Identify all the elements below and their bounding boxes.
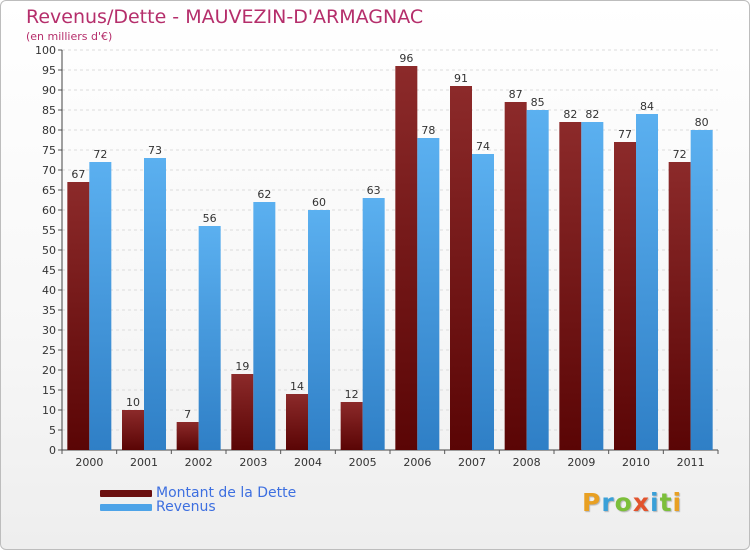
data-label: 72 — [673, 148, 687, 161]
bar-revenus — [89, 162, 112, 450]
data-label: 63 — [367, 184, 381, 197]
x-tick-label: 2001 — [130, 456, 158, 469]
legend-label-revenus: Revenus — [156, 499, 216, 515]
logo-letter: o — [614, 488, 633, 517]
y-tick-label: 45 — [42, 264, 56, 277]
bar-dette — [286, 394, 308, 450]
x-tick-label: 2008 — [513, 456, 541, 469]
legend-swatch-revenus — [100, 503, 152, 511]
data-label: 72 — [93, 148, 107, 161]
logo-letter: P — [582, 488, 602, 517]
bar-revenus — [362, 198, 385, 450]
y-tick-label: 15 — [42, 384, 56, 397]
x-tick-label: 2006 — [403, 456, 431, 469]
data-label: 77 — [618, 128, 632, 141]
data-label: 87 — [509, 88, 523, 101]
bar-dette — [176, 422, 199, 450]
bar-dette — [559, 122, 582, 450]
legend-label-dette: Montant de la Dette — [156, 485, 297, 501]
bar-dette — [450, 86, 472, 450]
y-tick-label: 35 — [42, 304, 56, 317]
logo-letter: t — [659, 488, 673, 517]
data-label: 74 — [476, 140, 490, 153]
data-label: 10 — [126, 396, 140, 409]
logo-letter: i — [672, 488, 683, 517]
legend-item-revenus[interactable]: Revenus — [100, 499, 296, 515]
x-tick-label: 2000 — [75, 456, 103, 469]
x-tick-label: 2004 — [294, 456, 322, 469]
data-label: 80 — [695, 116, 709, 129]
data-label: 62 — [257, 188, 271, 201]
y-tick-label: 70 — [42, 164, 56, 177]
bar-revenus — [581, 122, 604, 450]
y-tick-label: 0 — [49, 444, 56, 457]
x-tick-label: 2005 — [349, 456, 377, 469]
logo-letter: i — [650, 488, 660, 517]
y-tick-label: 25 — [42, 344, 56, 357]
y-tick-label: 95 — [42, 64, 56, 77]
data-label: 82 — [563, 108, 577, 121]
bar-revenus — [636, 114, 658, 450]
x-tick-label: 2010 — [622, 456, 650, 469]
logo-letter: x — [632, 488, 650, 517]
logo-letter: r — [601, 488, 615, 517]
y-tick-label: 20 — [42, 364, 56, 377]
data-label: 78 — [421, 124, 435, 137]
y-tick-label: 55 — [42, 224, 56, 237]
chart-legend: Montant de la Dette Revenus — [100, 485, 297, 515]
data-label: 85 — [531, 96, 545, 109]
bar-revenus — [198, 226, 221, 450]
proxiti-logo: Proxiti — [582, 488, 682, 517]
data-label: 60 — [312, 196, 326, 209]
bar-dette — [67, 182, 90, 450]
legend-swatch-dette — [100, 489, 152, 497]
bar-revenus — [472, 154, 494, 450]
data-label: 82 — [585, 108, 599, 121]
bar-dette — [668, 162, 691, 450]
bar-dette — [504, 102, 527, 450]
bar-revenus — [308, 210, 330, 450]
data-label: 7 — [184, 408, 191, 421]
y-tick-label: 5 — [49, 424, 56, 437]
data-label: 73 — [148, 144, 162, 157]
y-tick-label: 40 — [42, 284, 56, 297]
x-tick-label: 2009 — [567, 456, 595, 469]
bar-revenus — [253, 202, 276, 450]
data-label: 56 — [203, 212, 217, 225]
data-label: 12 — [345, 388, 359, 401]
bar-dette — [231, 374, 254, 450]
bar-revenus — [417, 138, 440, 450]
bar-dette — [340, 402, 363, 450]
x-tick-label: 2002 — [185, 456, 213, 469]
bar-revenus — [144, 158, 166, 450]
bar-dette — [395, 66, 418, 450]
bar-dette — [122, 410, 144, 450]
y-tick-label: 65 — [42, 184, 56, 197]
x-tick-label: 2007 — [458, 456, 486, 469]
x-tick-label: 2011 — [677, 456, 705, 469]
y-tick-label: 80 — [42, 124, 56, 137]
data-label: 84 — [640, 100, 654, 113]
data-label: 96 — [399, 52, 413, 65]
bar-revenus — [526, 110, 549, 450]
legend-item-dette[interactable]: Montant de la Dette — [100, 485, 297, 501]
y-tick-label: 30 — [42, 324, 56, 337]
y-tick-label: 90 — [42, 84, 56, 97]
y-tick-label: 85 — [42, 104, 56, 117]
data-label: 19 — [235, 360, 249, 373]
data-label: 67 — [71, 168, 85, 181]
bar-dette — [614, 142, 636, 450]
y-tick-label: 50 — [42, 244, 56, 257]
chart-subtitle: (en milliers d'€) — [26, 30, 113, 43]
bar-revenus — [690, 130, 713, 450]
y-tick-label: 10 — [42, 404, 56, 417]
y-tick-label: 60 — [42, 204, 56, 217]
chart-title: Revenus/Dette - MAUVEZIN-D'ARMAGNAC — [26, 6, 424, 28]
y-tick-label: 100 — [35, 44, 56, 57]
data-label: 91 — [454, 72, 468, 85]
data-label: 14 — [290, 380, 304, 393]
y-tick-label: 75 — [42, 144, 56, 157]
x-tick-label: 2003 — [239, 456, 267, 469]
